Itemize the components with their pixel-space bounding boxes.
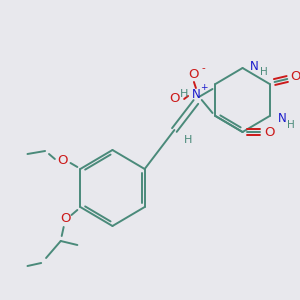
Text: H: H bbox=[287, 120, 295, 130]
Text: H: H bbox=[184, 135, 192, 145]
Text: N: N bbox=[191, 88, 200, 100]
Text: +: + bbox=[200, 83, 208, 92]
Text: O: O bbox=[169, 92, 180, 106]
Text: O: O bbox=[60, 212, 71, 226]
Text: N: N bbox=[278, 112, 287, 125]
Text: O: O bbox=[189, 68, 199, 80]
Text: O: O bbox=[57, 154, 68, 167]
Text: H: H bbox=[260, 67, 268, 77]
Text: H: H bbox=[180, 89, 188, 99]
Text: -: - bbox=[202, 63, 206, 73]
Text: O: O bbox=[290, 70, 300, 83]
Text: O: O bbox=[265, 125, 275, 139]
Text: N: N bbox=[250, 59, 259, 73]
